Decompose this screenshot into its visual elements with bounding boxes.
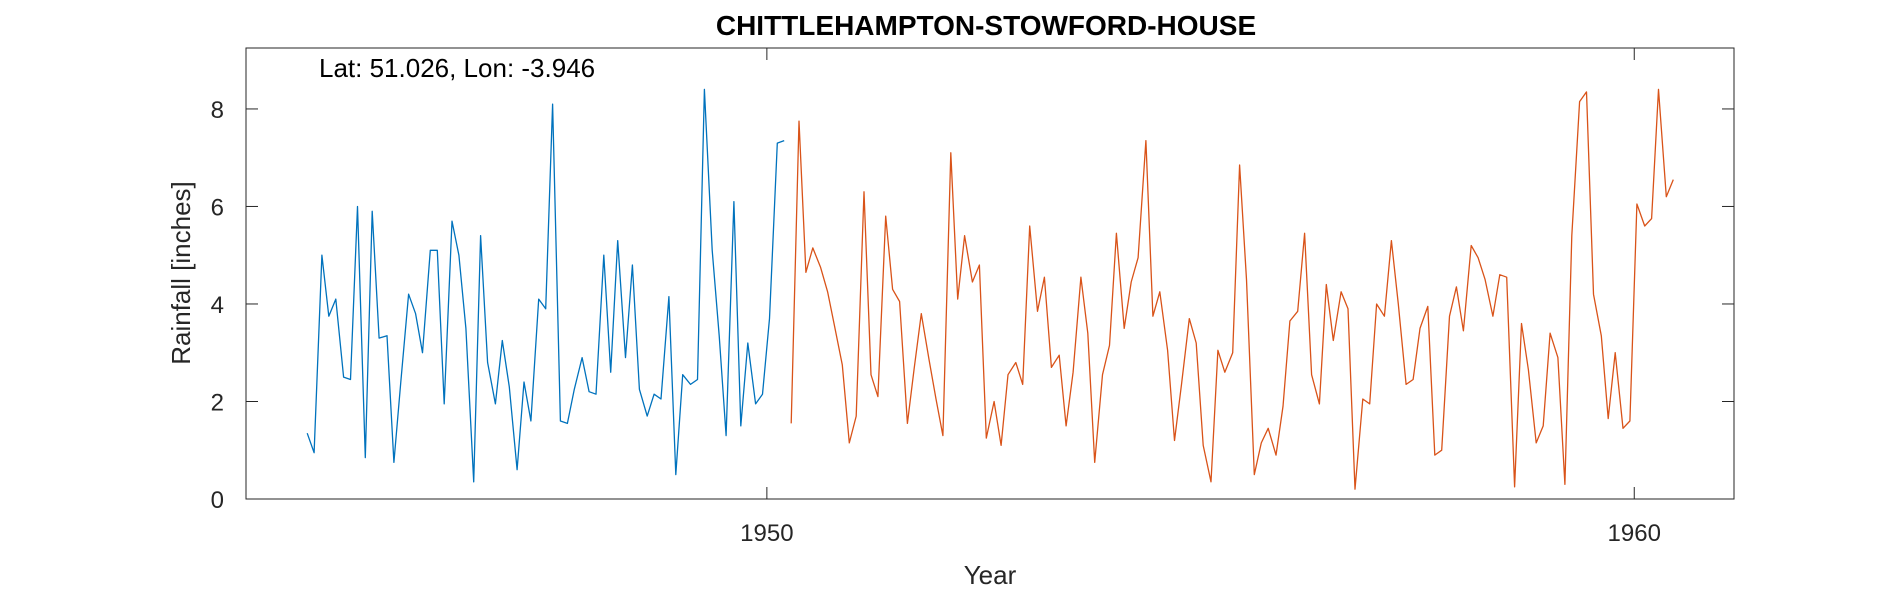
location-annotation: Lat: 51.026, Lon: -3.946 — [319, 53, 595, 83]
series-line-1 — [306, 88, 785, 483]
x-tick-label: 1950 — [740, 520, 793, 547]
x-tick-label: 1960 — [1608, 520, 1661, 547]
y-tick-label: 2 — [211, 389, 224, 416]
y-tick-label: 4 — [211, 292, 224, 319]
y-tick-label: 0 — [211, 487, 224, 514]
ticks-layer: 0 2 4 6 8 1950 1960 — [211, 48, 1734, 547]
series-line-2 — [790, 88, 1674, 490]
series-layer — [306, 88, 1674, 490]
y-axis-label: Rainfall [inches] — [166, 181, 196, 365]
y-tick-label: 6 — [211, 194, 224, 221]
y-tick-label: 8 — [211, 97, 224, 124]
chart-title: CHITTLEHAMPTON-STOWFORD-HOUSE — [716, 10, 1256, 41]
plot-area — [245, 47, 1735, 500]
x-axis-label: Year — [964, 560, 1017, 590]
